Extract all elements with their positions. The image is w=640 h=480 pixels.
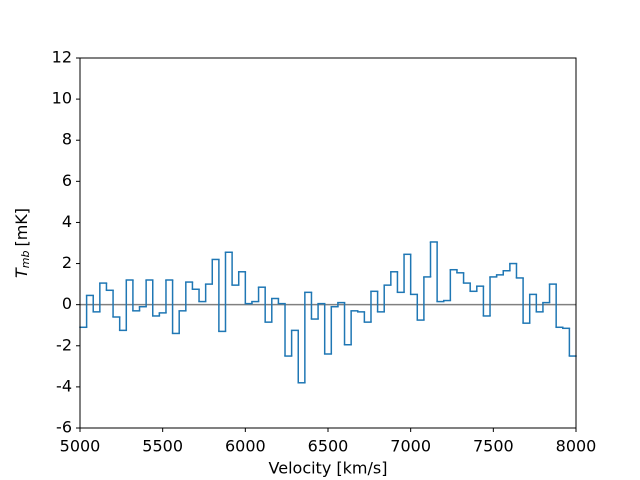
x-tick-label: 7000 <box>390 437 431 456</box>
y-tick-label: -2 <box>56 335 72 354</box>
x-axis-label: Velocity [km/s] <box>269 459 388 478</box>
y-tick-label: 10 <box>52 89 72 108</box>
y-tick-label: -6 <box>56 418 72 437</box>
y-tick-label: 6 <box>62 171 72 190</box>
x-tick-label: 5500 <box>142 437 183 456</box>
y-label-symbol: T <box>12 267 31 278</box>
x-tick-label: 6500 <box>308 437 349 456</box>
y-tick-label: 4 <box>62 212 72 231</box>
plot-frame <box>79 57 577 429</box>
y-label-unit: [mK] <box>12 208 31 247</box>
y-axis-label: Tmb [mK] <box>12 208 33 278</box>
x-tick-label: 6000 <box>225 437 266 456</box>
x-tick-label: 8000 <box>556 437 597 456</box>
y-tick-label: 0 <box>62 294 72 313</box>
y-tick-label: 12 <box>52 48 72 67</box>
x-tick-label: 5000 <box>60 437 101 456</box>
y-tick-label: 8 <box>62 130 72 149</box>
x-tick-label: 7500 <box>473 437 514 456</box>
y-tick-label: 2 <box>62 253 72 272</box>
y-tick-label: -4 <box>56 376 72 395</box>
y-label-subscript: mb <box>19 251 32 269</box>
